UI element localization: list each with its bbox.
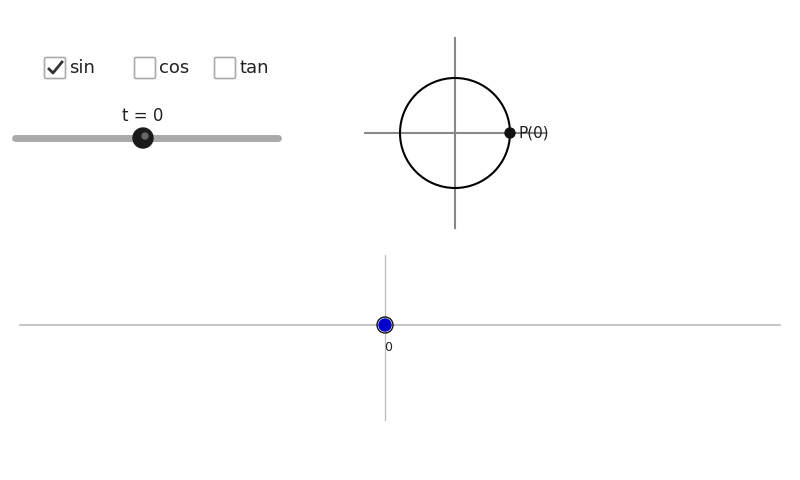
Circle shape [379, 319, 391, 331]
Text: 0: 0 [384, 341, 392, 354]
Text: cos: cos [159, 59, 190, 77]
Circle shape [142, 133, 148, 139]
Text: t = 0: t = 0 [122, 107, 164, 125]
FancyBboxPatch shape [214, 58, 235, 79]
Circle shape [133, 128, 153, 148]
Text: tan: tan [239, 59, 269, 77]
Circle shape [505, 128, 515, 138]
FancyBboxPatch shape [134, 58, 155, 79]
Text: P(0): P(0) [518, 125, 549, 141]
FancyBboxPatch shape [45, 58, 66, 79]
Text: sin: sin [69, 59, 95, 77]
